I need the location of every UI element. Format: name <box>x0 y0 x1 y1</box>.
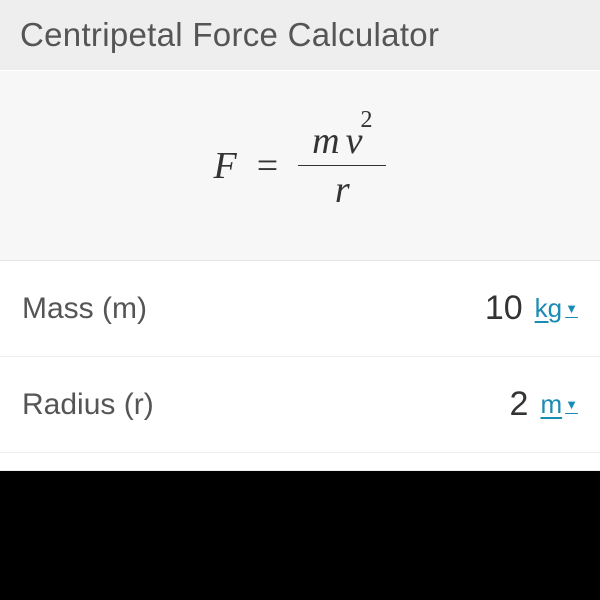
chevron-down-icon: ▼ <box>565 397 578 412</box>
mass-unit-label: kg <box>535 293 562 324</box>
formula-equation: F = m v2 r <box>214 119 387 212</box>
formula-display: F = m v2 r <box>0 71 600 261</box>
formula-m: m <box>312 119 339 163</box>
radius-value-group: m ▼ <box>448 385 578 424</box>
formula-numerator: m v2 <box>298 119 386 166</box>
mass-input[interactable] <box>443 289 523 328</box>
spacer-row <box>0 453 600 471</box>
mass-unit-selector[interactable]: kg ▼ <box>535 293 578 324</box>
formula-denominator: r <box>335 166 350 212</box>
mass-value-group: kg ▼ <box>443 289 578 328</box>
calculator-container: Centripetal Force Calculator F = m v2 r … <box>0 0 600 600</box>
radius-unit-selector[interactable]: m ▼ <box>540 389 578 420</box>
footer-bar <box>0 471 600 600</box>
radius-label: Radius (r) <box>22 388 154 422</box>
formula-lhs: F <box>214 144 237 188</box>
radius-input-row: Radius (r) m ▼ <box>0 357 600 453</box>
radius-input[interactable] <box>448 385 528 424</box>
header: Centripetal Force Calculator <box>0 0 600 71</box>
mass-label: Mass (m) <box>22 292 147 326</box>
formula-v-squared: v2 <box>346 119 373 163</box>
mass-input-row: Mass (m) kg ▼ <box>0 261 600 357</box>
formula-fraction: m v2 r <box>298 119 386 212</box>
formula-equals: = <box>257 144 278 188</box>
page-title: Centripetal Force Calculator <box>20 16 580 54</box>
chevron-down-icon: ▼ <box>565 301 578 316</box>
radius-unit-label: m <box>540 389 562 420</box>
